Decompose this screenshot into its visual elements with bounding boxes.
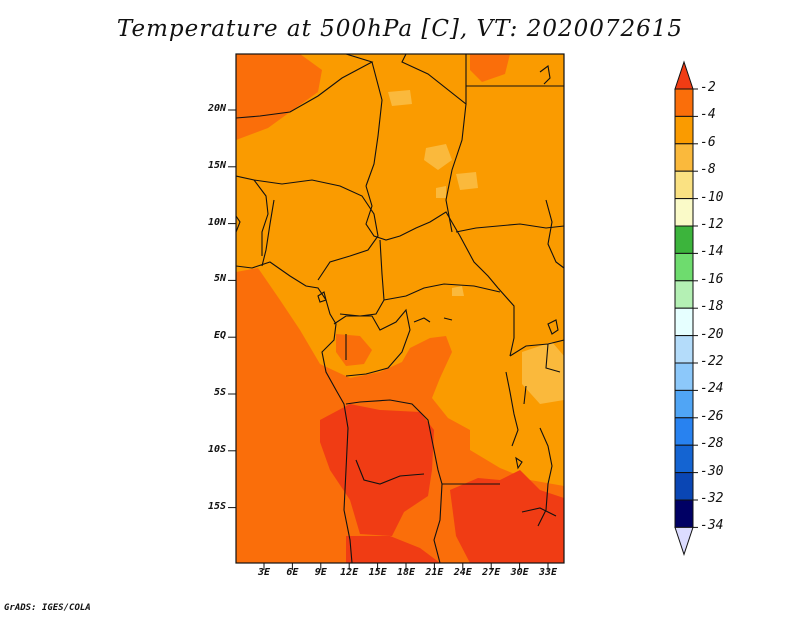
west-africa-borders <box>236 175 379 281</box>
colorbar-swatch <box>674 389 694 419</box>
lat-label: 15S <box>207 500 226 512</box>
colorbar-swatch <box>674 472 694 501</box>
lat-label: EQ <box>213 330 226 342</box>
grads-credit: GrADS: IGES/COLA <box>4 603 91 613</box>
lon-label: 30E <box>510 567 529 578</box>
lon-label: 3E <box>257 567 271 578</box>
colorbar-label: -10 <box>700 189 724 205</box>
colorbar-label: -24 <box>700 381 724 397</box>
lon-label: 15E <box>368 567 387 578</box>
colorbar-swatch <box>674 198 694 227</box>
lon-label: 27E <box>482 567 501 578</box>
colorbar-label: -20 <box>700 326 724 342</box>
colorbar-swatch <box>674 335 694 364</box>
map-frame <box>235 53 565 564</box>
sahara-borders <box>236 54 564 233</box>
colorbar-swatch <box>674 499 694 528</box>
field-minus-4-congo <box>336 334 372 366</box>
colorbar-swatch <box>674 143 694 172</box>
field-minus-8-patch-2 <box>424 144 452 170</box>
field-minus-8-patch-6 <box>452 286 464 296</box>
colorbar-label: -4 <box>700 107 716 123</box>
colorbar-swatch <box>674 280 694 309</box>
field-minus-8-patch-3 <box>456 172 478 190</box>
lon-label: 12E <box>340 567 359 578</box>
east-borders <box>497 199 564 373</box>
colorbar-label: -26 <box>700 408 724 424</box>
lat-label: 10S <box>207 443 226 455</box>
field-minus-2-southeast <box>450 470 564 563</box>
lat-label: 10N <box>207 216 226 228</box>
colorbar-swatch <box>674 170 694 200</box>
field-minus-8-patch-1 <box>388 90 412 106</box>
colorbar-swatch <box>674 362 694 391</box>
colorbar-swatch <box>674 252 694 282</box>
lon-label: 33E <box>538 567 558 578</box>
lake-outlines <box>317 65 559 517</box>
colorbar-label: -12 <box>700 217 724 232</box>
colorbar-label: -8 <box>700 162 716 178</box>
colorbar-label: -28 <box>700 436 724 452</box>
field-minus-2-angola <box>320 404 434 536</box>
lon-label: 9E <box>314 567 327 578</box>
chart-title: Temperature at 500hPa [C], VT: 202007261… <box>116 16 684 42</box>
colorbar-label: -18 <box>700 299 724 315</box>
colorbar-bottom-arrow <box>674 526 694 556</box>
field-minus-8-patch-4 <box>522 342 564 404</box>
field-minus-8-patch-5 <box>436 186 446 198</box>
southern-borders <box>345 399 500 563</box>
colorbar-label: -32 <box>700 491 724 506</box>
lat-label: 20N <box>207 103 226 114</box>
colorbar-label: -22 <box>700 354 724 369</box>
lon-label: 18E <box>396 567 416 578</box>
colorbar-swatch <box>674 417 694 446</box>
colorbar-label: -30 <box>700 463 724 479</box>
political-borders <box>236 54 564 563</box>
field-minus-2-south <box>346 536 440 563</box>
lon-label: 24E <box>453 567 472 578</box>
colorbar-swatch <box>674 307 694 337</box>
colorbar <box>674 60 698 556</box>
colorbar-label: -34 <box>700 518 724 534</box>
lat-label: 5S <box>213 387 226 398</box>
colorbar-label: -14 <box>700 244 724 260</box>
colorbar-top-arrow <box>674 60 694 90</box>
colorbar-swatch <box>674 444 694 474</box>
temperature-field <box>236 54 564 563</box>
lon-label: 21E <box>425 567 444 578</box>
lon-ticks <box>263 563 549 570</box>
lat-label: 5N <box>213 273 226 285</box>
colorbar-swatch <box>674 88 694 117</box>
coastline-west <box>236 215 353 563</box>
colorbar-label: -16 <box>700 271 724 287</box>
central-borders <box>333 185 564 377</box>
lat-ticks <box>228 109 236 509</box>
field-minus-4-north <box>236 54 322 140</box>
colorbar-label: -6 <box>700 134 716 150</box>
field-minus-4-northeast <box>470 54 510 82</box>
colorbar-swatch <box>674 225 694 254</box>
lon-label: 6E <box>286 567 299 578</box>
colorbar-swatch <box>674 115 694 145</box>
great-rift-lakes <box>505 371 553 527</box>
lat-label: 15N <box>207 159 226 171</box>
colorbar-label: -2 <box>700 80 716 95</box>
